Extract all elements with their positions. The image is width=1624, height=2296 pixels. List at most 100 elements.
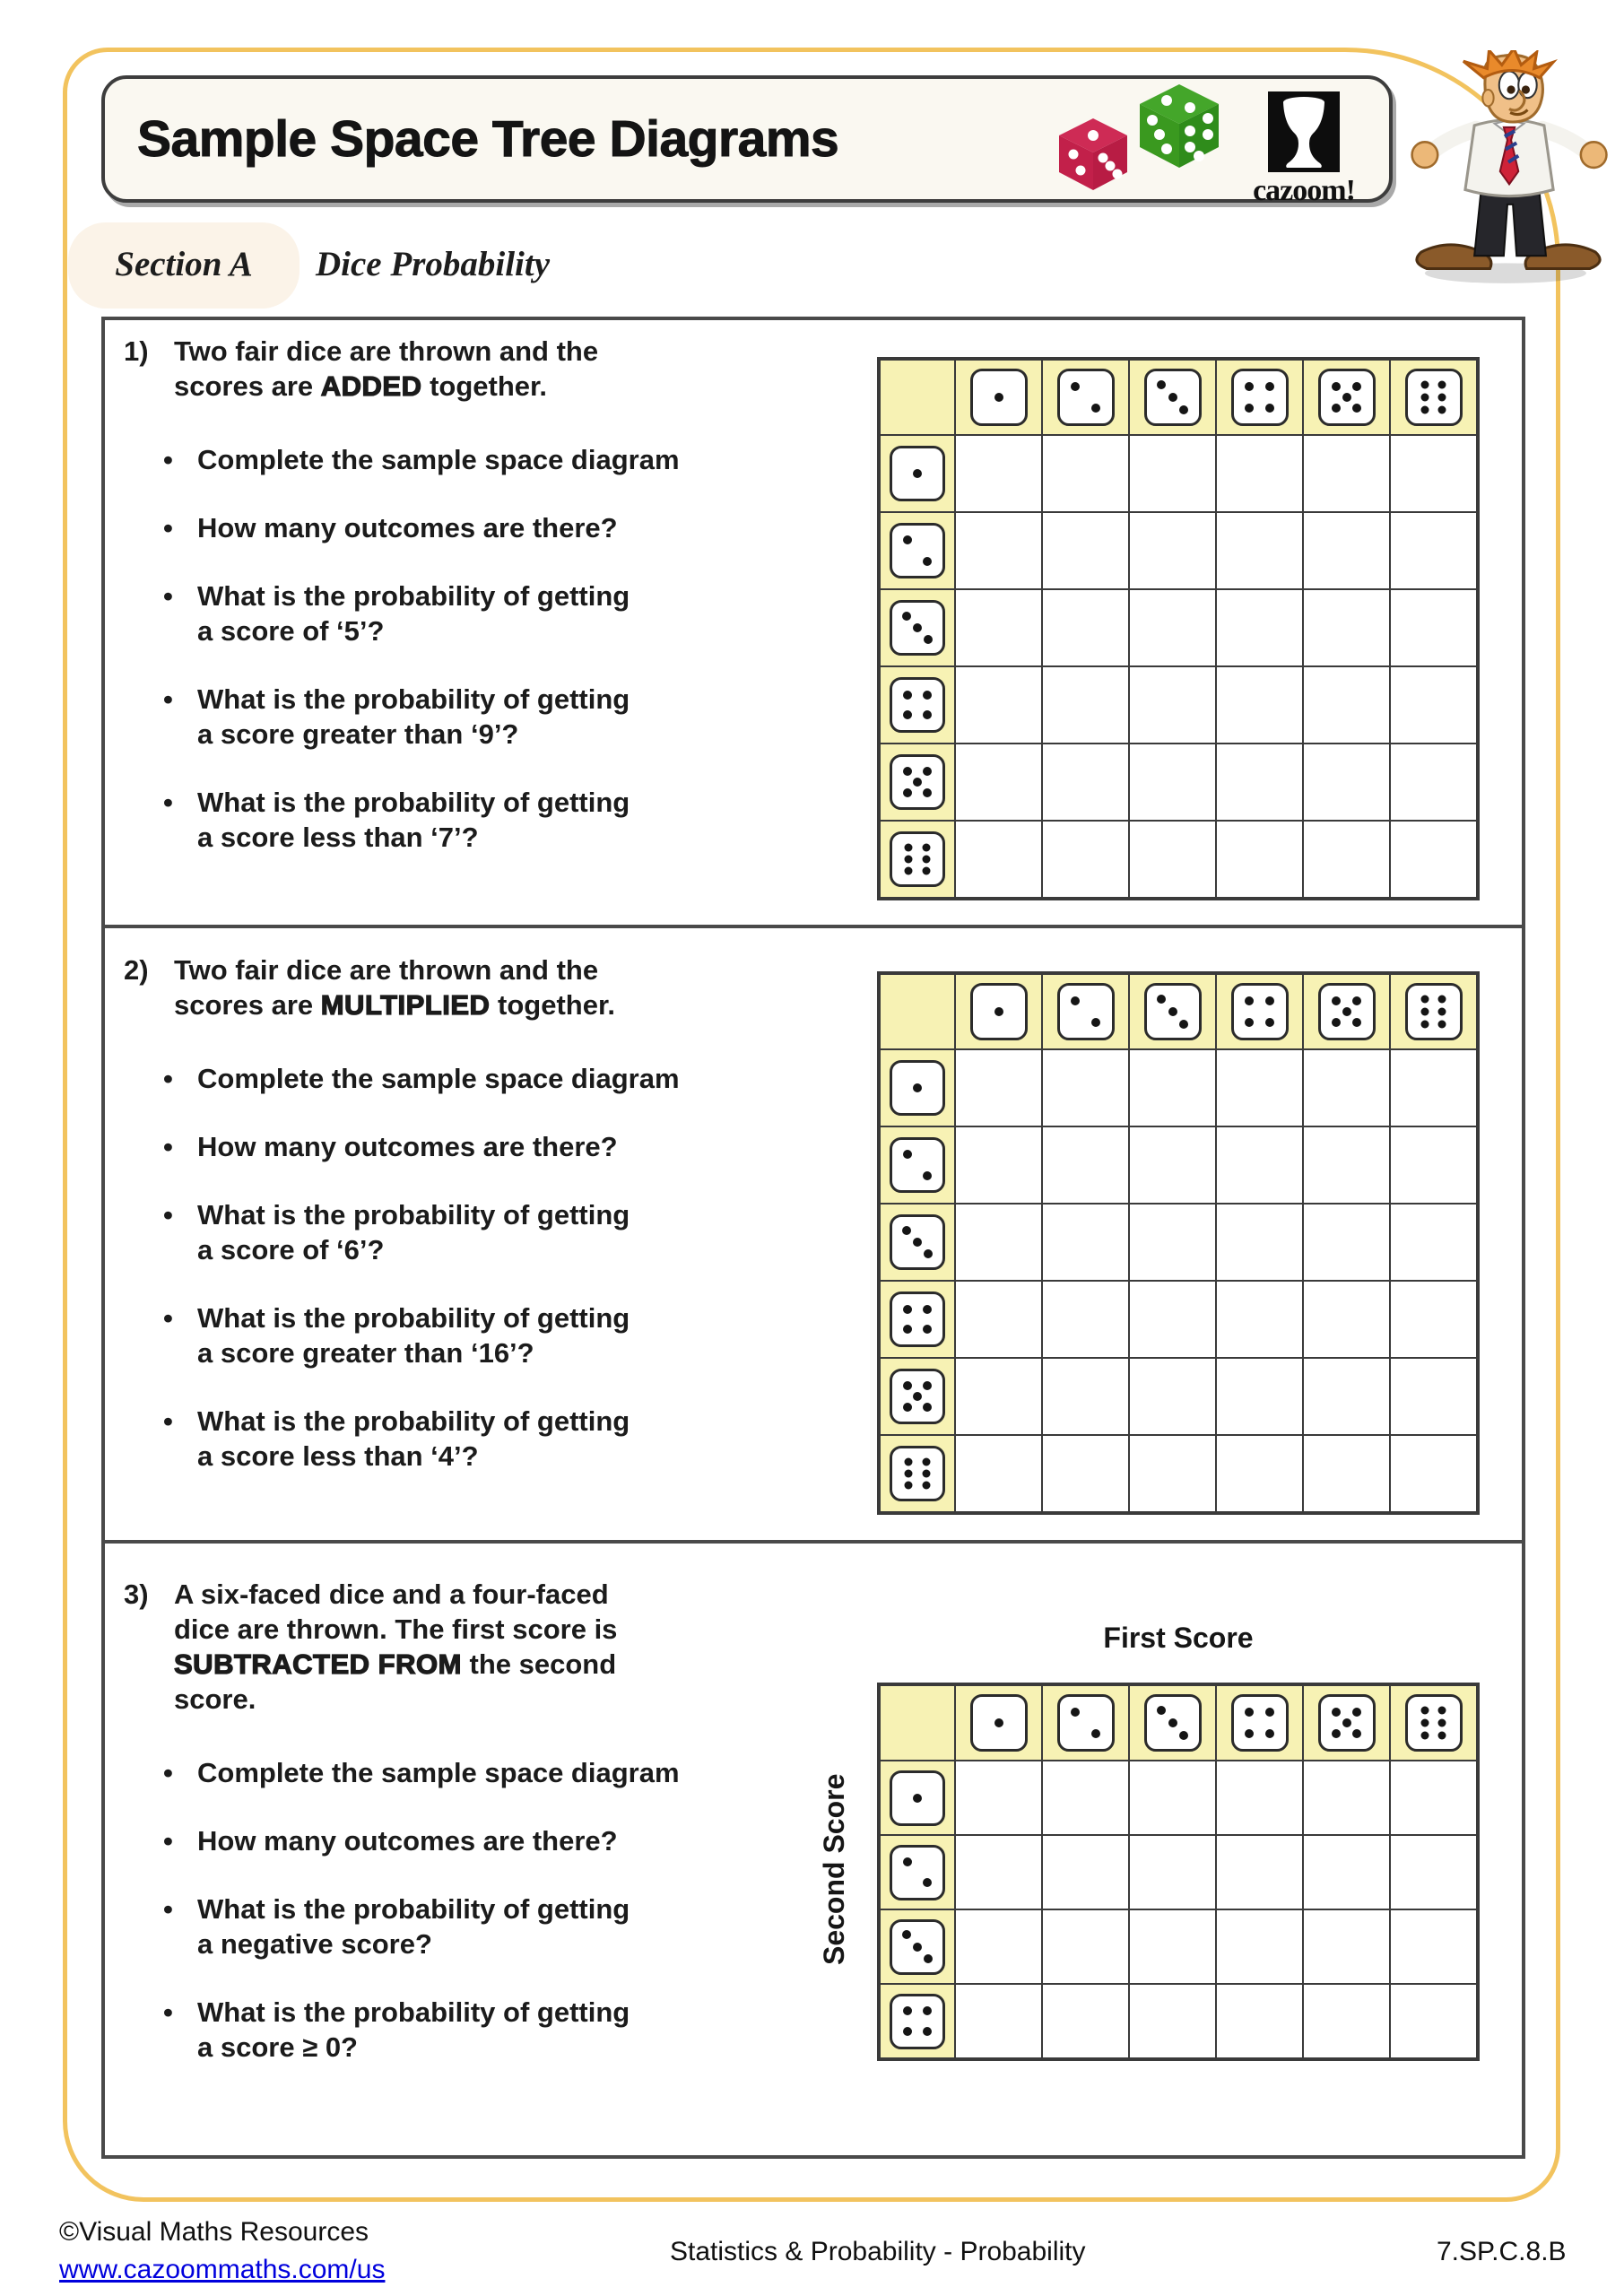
- answer-cell: [1042, 589, 1129, 666]
- text-line: Two fair dice are thrown and the: [174, 335, 599, 367]
- bullet-item: • Complete the sample space diagram: [163, 442, 913, 477]
- die-face-3: [1143, 1694, 1202, 1752]
- text-line: a negative score?: [197, 1928, 432, 1960]
- answer-cell: [1129, 512, 1216, 589]
- question-intro: Two fair dice are thrown and the scores …: [174, 334, 598, 404]
- text-line: A six-faced dice and a four-faced: [174, 1578, 609, 1610]
- text-line: What is the probability of getting: [197, 1405, 630, 1437]
- section-pill: [68, 222, 300, 309]
- answer-cell: [955, 1049, 1042, 1126]
- die-header-cell: [1129, 1685, 1216, 1761]
- answer-cell: [1390, 1909, 1477, 1984]
- die-face-2: [1056, 369, 1115, 426]
- answer-cell: [1390, 1358, 1477, 1435]
- answer-cell: [1042, 1835, 1129, 1909]
- answer-cell: [955, 821, 1042, 898]
- answer-cell: [1216, 589, 1303, 666]
- text-line: How many outcomes are there?: [197, 1825, 618, 1857]
- die-header-cell: [1216, 974, 1303, 1049]
- page-frame: [63, 48, 1560, 2202]
- answer-cell: [1129, 1909, 1216, 1984]
- die-header-cell: [880, 821, 955, 898]
- question-1: 1) Two fair dice are thrown and the scor…: [124, 334, 913, 855]
- answer-cell: [1129, 1984, 1216, 2058]
- answer-cell: [1129, 744, 1216, 821]
- die-face-5: [890, 754, 945, 810]
- bullet-dot: •: [163, 1302, 173, 1334]
- die-face-4: [1230, 1694, 1289, 1752]
- die-header-cell: [955, 974, 1042, 1049]
- sample-space-grid-3: [877, 1683, 1480, 2061]
- die-face-5: [1317, 983, 1376, 1040]
- bullet-dot: •: [163, 787, 173, 818]
- text-line: What is the probability of getting: [197, 580, 630, 612]
- bullet-item: • What is the probability of getting a sc…: [163, 785, 913, 855]
- die-face-2: [890, 523, 945, 578]
- bullet-item: • How many outcomes are there?: [163, 1129, 913, 1164]
- die-header-cell: [880, 1126, 955, 1204]
- text-line: a score less than ‘7’?: [197, 822, 479, 853]
- answer-cell: [955, 1435, 1042, 1512]
- answer-cell: [1390, 589, 1477, 666]
- text-line: a score less than ‘4’?: [197, 1440, 479, 1472]
- die-face-1: [969, 369, 1028, 426]
- bullet-dot: •: [163, 683, 173, 715]
- die-face-5: [1317, 369, 1376, 426]
- text-line: What is the probability of getting: [197, 1893, 630, 1925]
- answer-cell: [1042, 744, 1129, 821]
- die-face-2: [1056, 1694, 1115, 1752]
- answer-cell: [1216, 1984, 1303, 2058]
- bullet-dot: •: [163, 1063, 173, 1094]
- die-face-6: [1404, 1694, 1463, 1752]
- answer-cell: [1303, 1358, 1390, 1435]
- footer-link[interactable]: www.cazoommaths.com/us: [59, 2255, 386, 2284]
- answer-cell: [1303, 435, 1390, 512]
- die-face-5: [1317, 1694, 1376, 1752]
- mascot-hair: [1462, 50, 1559, 80]
- corner-cell: [880, 974, 955, 1049]
- answer-cell: [1390, 666, 1477, 744]
- answer-cell: [1216, 1435, 1303, 1512]
- answer-cell: [955, 589, 1042, 666]
- corner-cell: [880, 1685, 955, 1761]
- text-line: How many outcomes are there?: [197, 1131, 618, 1162]
- die-face-2: [890, 1137, 945, 1193]
- die-header-cell: [1390, 974, 1477, 1049]
- die-header-cell: [1129, 974, 1216, 1049]
- text-line: dice are thrown. The first score is: [174, 1613, 618, 1645]
- title-bar: Sample Space Tree Diagrams cazoom!: [101, 75, 1393, 207]
- bullet-item: • How many outcomes are there?: [163, 1823, 913, 1858]
- text-line: Two fair dice are thrown and the: [174, 954, 599, 986]
- answer-cell: [1390, 1049, 1477, 1126]
- answer-cell: [1129, 1049, 1216, 1126]
- die-header-cell: [955, 1685, 1042, 1761]
- answer-cell: [1390, 1761, 1477, 1835]
- dice-logo-icon: [1059, 84, 1219, 190]
- question-2: 2) Two fair dice are thrown and the scor…: [124, 952, 913, 1474]
- section-divider-1: [101, 925, 1525, 928]
- footer-center-text: Statistics & Probability - Probability: [670, 2237, 1086, 2266]
- die-header-cell: [880, 1761, 955, 1835]
- answer-cell: [1390, 1126, 1477, 1204]
- answer-cell: [1129, 821, 1216, 898]
- answer-cell: [1303, 1435, 1390, 1512]
- question-number: 2): [124, 954, 149, 986]
- bullet-item: • How many outcomes are there?: [163, 510, 913, 545]
- cazoom-logo: cazoom!: [1237, 91, 1371, 208]
- answer-cell: [955, 435, 1042, 512]
- die-header-cell: [880, 1049, 955, 1126]
- answer-cell: [1216, 512, 1303, 589]
- answer-cell: [1303, 744, 1390, 821]
- answer-cell: [1042, 1049, 1129, 1126]
- die-header-cell: [955, 360, 1042, 435]
- text-line: What is the probability of getting: [197, 683, 630, 715]
- answer-cell: [1042, 1909, 1129, 1984]
- answer-cell: [1042, 1126, 1129, 1204]
- die-face-4: [890, 1993, 945, 2049]
- bullet-item: • What is the probability of getting a sc…: [163, 1404, 913, 1474]
- answer-cell: [1216, 1204, 1303, 1281]
- die-header-cell: [1303, 360, 1390, 435]
- section-divider-2: [101, 1540, 1525, 1544]
- answer-cell: [1303, 666, 1390, 744]
- die-header-cell: [880, 1835, 955, 1909]
